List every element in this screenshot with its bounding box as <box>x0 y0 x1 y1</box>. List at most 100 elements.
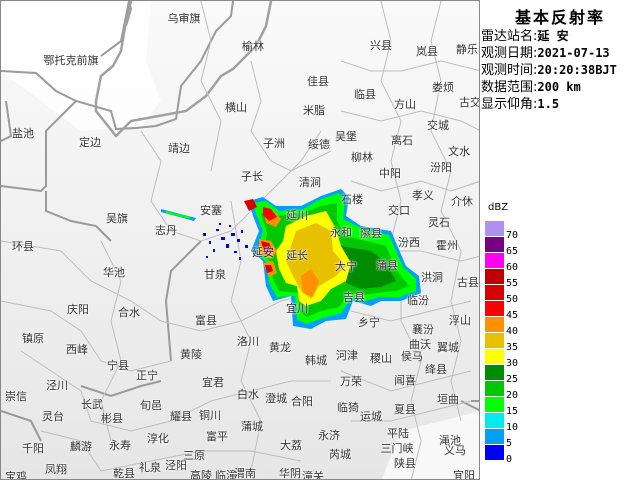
place-label: 永和 <box>330 226 352 239</box>
place-label: 古交 <box>459 96 480 109</box>
place-label: 志丹 <box>155 224 177 237</box>
legend-item: 15 <box>485 397 518 417</box>
legend-item: 35 <box>485 333 518 353</box>
place-label: 万荣 <box>340 375 362 388</box>
place-label: 延安 <box>252 246 274 259</box>
place-label: 高陵 <box>190 469 212 480</box>
place-label: 灵石 <box>428 216 450 229</box>
legend-swatch <box>485 365 504 381</box>
place-label: 灵台 <box>42 410 64 423</box>
place-label: 子长 <box>241 170 263 183</box>
place-label: 麟游 <box>70 440 92 453</box>
place-label: 陕县 <box>394 457 416 470</box>
place-label: 安塞 <box>200 204 222 217</box>
place-label: 古县 <box>457 276 479 289</box>
place-label: 泾阳 <box>165 459 187 472</box>
place-label: 合阳 <box>291 395 313 408</box>
place-label: 河津 <box>336 349 358 362</box>
place-label: 永寿 <box>109 439 131 452</box>
place-label: 澄城 <box>265 392 287 405</box>
place-label: 佳县 <box>307 75 329 88</box>
place-label: 镇原 <box>22 332 44 345</box>
legend-item: 0 <box>485 445 518 465</box>
place-label: 榆林 <box>242 40 264 53</box>
place-label: 闻喜 <box>394 374 416 387</box>
place-label: 彬县 <box>101 412 123 425</box>
place-label: 旬邑 <box>140 399 162 412</box>
place-label: 曲沃 <box>409 338 431 351</box>
legend-item: 60 <box>485 253 518 273</box>
legend-swatch <box>485 429 504 445</box>
place-label: 宁县 <box>107 359 129 372</box>
place-label: 黄陵 <box>180 348 202 361</box>
place-label: 浮山 <box>449 314 471 327</box>
place-label: 岚县 <box>416 45 438 58</box>
place-label: 宝鸡 <box>5 470 27 480</box>
info-label: 显示仰角: <box>481 97 538 112</box>
legend-value: 35 <box>506 342 519 353</box>
product-title: 基本反射率 <box>514 8 605 27</box>
legend-item: 65 <box>485 237 518 257</box>
place-label: 延长 <box>286 249 308 262</box>
info-value: 延 安 <box>537 29 569 43</box>
place-label: 凤翔 <box>45 463 67 476</box>
place-label: 清涧 <box>299 176 321 189</box>
map-base <box>1 1 479 479</box>
legend-value: 20 <box>506 390 519 401</box>
place-label: 芮城 <box>329 448 351 461</box>
place-label: 延川 <box>286 209 308 222</box>
place-label: 吴旗 <box>106 212 128 225</box>
place-label: 三门峡 <box>380 442 414 455</box>
place-label: 潼关 <box>302 470 324 480</box>
place-label: 乾县 <box>113 467 135 480</box>
place-label: 娄烦 <box>432 81 454 94</box>
legend-item: 45 <box>485 301 518 321</box>
place-label: 华池 <box>103 266 125 279</box>
place-label: 黄龙 <box>269 341 291 354</box>
desert-region <box>1 1 161 131</box>
place-label: 绛县 <box>425 363 447 376</box>
place-label: 襄汾 <box>412 323 434 336</box>
place-label: 汾西 <box>398 236 420 249</box>
legend-value: 70 <box>506 230 519 241</box>
place-label: 宜阳 <box>453 469 475 480</box>
info-row: 数据范围:200 km <box>480 79 640 96</box>
legend-item: 10 <box>485 413 518 433</box>
place-label: 稷山 <box>370 352 392 365</box>
place-label: 正宁 <box>136 369 158 382</box>
place-label: 运城 <box>360 410 382 423</box>
place-label: 义马 <box>444 444 466 457</box>
legend-value: 30 <box>506 358 519 369</box>
place-label: 米脂 <box>303 104 325 117</box>
place-label: 交城 <box>427 119 449 132</box>
legend-value: 10 <box>506 422 519 433</box>
place-label: 环县 <box>12 240 34 253</box>
info-row: 观测日期:2021-07-13 <box>480 45 640 62</box>
legend-value: 55 <box>506 278 519 289</box>
info-label: 观测日期: <box>481 46 538 61</box>
place-label: 孝义 <box>412 189 434 202</box>
place-label: 盐池 <box>12 127 34 140</box>
plain-region <box>381 411 479 479</box>
place-label: 隰县 <box>360 227 382 240</box>
place-label: 铜川 <box>199 409 221 422</box>
place-label: 临汾 <box>407 294 429 307</box>
legend-swatch <box>485 413 504 429</box>
place-label: 礼泉 <box>139 461 161 474</box>
legend-value: 40 <box>506 326 519 337</box>
place-label: 渑池 <box>439 434 461 447</box>
place-label: 耀县 <box>170 410 192 423</box>
place-label: 千阳 <box>22 442 44 455</box>
place-label: 靖边 <box>168 142 190 155</box>
place-label: 大宁 <box>335 260 357 273</box>
place-label: 庆阳 <box>67 303 89 316</box>
info-panel: 基本反射率 雷达站名:延 安观测日期:2021-07-13 观测时间:20:20:… <box>480 0 640 480</box>
place-label: 文水 <box>448 145 470 158</box>
radar-map: 乌审旗 鄂托克前旗 盐池 定边 靖边 吴旗 安塞 志丹 横山 榆林 兴县 岚县 静乐 佳县 临县 娄烦 方山 古交… <box>0 0 480 480</box>
legend-item: 55 <box>485 269 518 289</box>
legend-swatch <box>485 445 504 461</box>
place-label: 乌审旗 <box>167 12 201 25</box>
place-label: 临猗 <box>337 401 359 414</box>
place-label: 淳化 <box>147 432 169 445</box>
place-label: 宜君 <box>202 376 224 389</box>
